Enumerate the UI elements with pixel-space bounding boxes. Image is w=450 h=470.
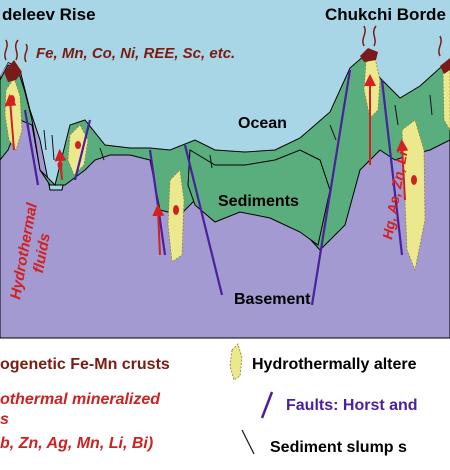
altered-zone-5 [401, 119, 426, 272]
faults [23, 69, 404, 306]
legend-crusts: ogenetic Fe-Mn crusts [0, 356, 170, 373]
legend-faults: Faults: Horst and [286, 397, 418, 414]
sediment-slump-lines [43, 94, 433, 169]
legend-altered: Hydrothermally altere [252, 356, 417, 373]
crust-1 [4, 60, 22, 82]
title-right: Chukchi Borde [325, 5, 446, 24]
crust-3 [440, 58, 450, 74]
elements-label: Fe, Mn, Co, Ni, REE, Sc, etc. [36, 45, 235, 62]
legend-mineralized-2: s [0, 411, 9, 428]
fault-legend-icon [260, 391, 274, 419]
altered-zone-2 [67, 124, 89, 176]
crust-2 [360, 48, 378, 62]
sediments-label: Sediments [218, 193, 299, 210]
legend-slump: Sediment slump s [270, 439, 407, 456]
vent-plumes [4, 25, 442, 63]
fluid-arrows [4, 74, 409, 256]
ocean-layer [0, 0, 450, 150]
slump-legend-icon [241, 429, 255, 455]
sediments-layer [0, 54, 450, 251]
altered-zone-legend-icon [229, 343, 243, 381]
legend-mineralized-3: b, Zn, Ag, Mn, Li, Bi) [0, 435, 153, 452]
altered-zone-3 [167, 169, 185, 263]
legend-mineralized-1: othermal mineralized [0, 391, 161, 408]
basement-label: Basement [234, 291, 311, 308]
title-left: deleev Rise [2, 5, 96, 24]
altered-zone-4 [363, 57, 381, 119]
ocean-label: Ocean [238, 115, 287, 132]
legend-panel [0, 338, 450, 470]
hydro-fluids-line2: fluids [30, 232, 54, 274]
